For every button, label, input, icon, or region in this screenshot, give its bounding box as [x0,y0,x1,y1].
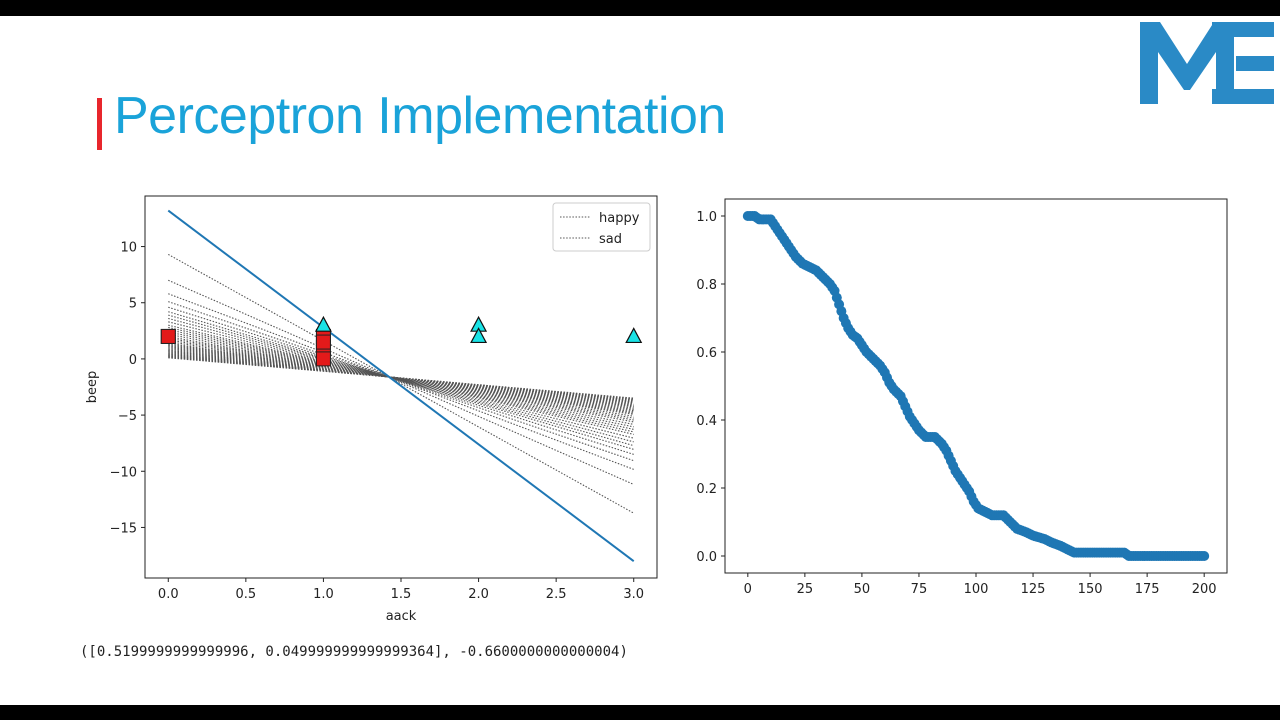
top-black-bar [0,0,1280,16]
intermediate-boundary-line [168,306,634,455]
intermediate-boundary-line [168,352,634,405]
x-tick-label: 3.0 [623,587,644,602]
weights-output-text: ([0.5199999999999996, 0.0499999999999993… [80,644,628,660]
y-tick-label: 1.0 [696,210,717,225]
perceptron-decision-boundary-chart: 0.0 0.5 1.0 1.5 2.0 2.5 3.0 10 5 0 −5 −10 −15 aack bee… [85,195,658,624]
sad-point [315,334,331,350]
y-tick-label: 0.8 [696,278,717,293]
x-tick-label: 150 [1078,582,1103,597]
error-rate-chart: 0 25 50 75 100 125 150 175 200 1.0 0.8 0.6 0.4 0.2 0.0 [696,198,1228,597]
intermediate-boundary-line [168,326,634,433]
y-tick-label: 0.6 [696,346,717,361]
y-tick-label: 0 [129,353,137,368]
y-tick-label: 5 [129,297,137,312]
sad-point [315,351,331,367]
bottom-black-bar [0,705,1280,720]
plot-area [160,209,643,562]
me-logo: ME [1140,22,1274,104]
happy-point [314,315,332,332]
intermediate-boundary-line [168,349,634,408]
intermediate-boundary-line [168,346,634,412]
x-tick-label: 175 [1135,582,1160,597]
intermediate-boundary-line [168,344,634,413]
legend-happy-label: happy [599,211,640,226]
intermediate-boundary-line [168,317,634,443]
intermediate-boundary-line [168,311,634,450]
x-axis-label: aack [386,609,417,624]
x-tick-label: 0 [744,582,752,597]
intermediate-boundary-line [168,342,634,415]
y-tick-label: −10 [110,465,137,480]
x-tick-label: 2.5 [546,587,567,602]
x-tick-label: 0.0 [158,587,179,602]
x-tick-label: 200 [1192,582,1217,597]
slide-title: Perceptron Implementation [114,87,726,145]
intermediate-boundary-line [168,350,634,407]
legend-sad-label: sad [599,232,622,247]
intermediate-boundary-line [168,279,634,485]
final-decision-boundary [167,209,635,562]
intermediate-boundary-line [168,351,634,406]
x-tick-label: 2.0 [468,587,489,602]
y-tick-label: −5 [118,409,137,424]
intermediate-boundary-line [168,253,634,514]
y-tick-label: 0.0 [696,550,717,565]
x-tick-label: 100 [964,582,989,597]
legend-box [552,202,651,252]
y-tick-label: 10 [120,241,137,256]
intermediate-boundary-line [168,324,634,435]
intermediate-boundary-line [168,347,634,410]
intermediate-boundary-line [168,348,634,409]
error-point [1199,551,1210,561]
intermediate-boundary-line [168,357,634,399]
title-accent-bar [97,98,102,150]
y-tick-label: −15 [110,521,137,536]
x-tick-label: 50 [854,582,871,597]
x-tick-label: 1.5 [391,587,412,602]
y-tick-label: 0.4 [696,414,717,429]
happy-point [625,327,643,344]
y-tick-label: 0.2 [696,482,717,497]
x-tick-label: 125 [1021,582,1046,597]
sad-point [160,328,176,344]
y-axis-label: beep [85,371,100,404]
intermediate-boundary-line [168,343,634,414]
intermediate-boundary-line [168,340,634,417]
happy-point [470,327,488,344]
x-tick-label: 1.0 [313,587,334,602]
x-tick-label: 0.5 [236,587,257,602]
x-tick-label: 75 [911,582,928,597]
x-tick-label: 25 [797,582,814,597]
